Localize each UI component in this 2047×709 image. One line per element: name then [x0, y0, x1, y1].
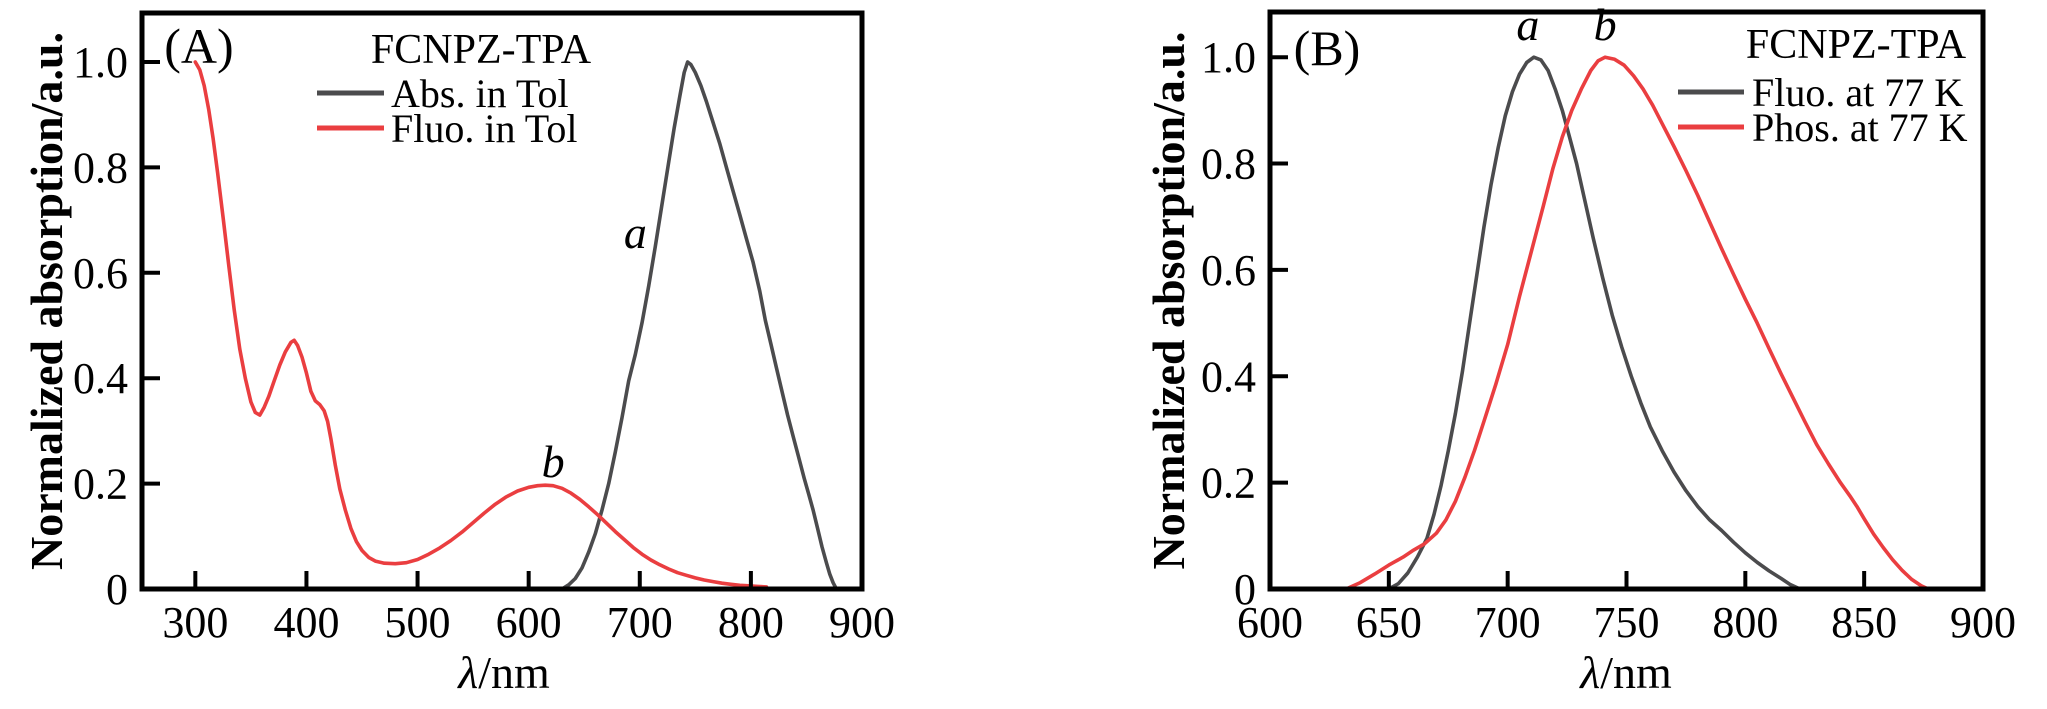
- legend-label-fluo-in-tol: Fluo. in Tol: [391, 106, 578, 151]
- x-tick-label: 650: [1356, 598, 1422, 647]
- annotation-a: a: [1516, 0, 1539, 50]
- y-axis-label: Normalized absorption/a.u.: [1143, 32, 1194, 570]
- y-tick-label: 0.4: [73, 354, 128, 403]
- panel-b-chart: 600 650 700 750 800 850 900 0 0.2 0.4 0.6 0.8 1.0 λ/n…: [1143, 0, 2016, 698]
- annotation-a: a: [624, 207, 647, 258]
- x-tick-label: 500: [385, 598, 451, 647]
- x-tick-label: 750: [1594, 598, 1660, 647]
- legend-title: FCNPZ-TPA: [1746, 22, 1967, 68]
- legend-title: FCNPZ-TPA: [371, 27, 592, 73]
- series-line-phos-at-77-k: [1344, 55, 1931, 591]
- x-tick-label: 900: [1950, 598, 2016, 647]
- y-tick-label: 0.2: [1201, 459, 1256, 508]
- y-tick-label: 0.8: [73, 143, 128, 192]
- x-tick-label: 900: [829, 598, 895, 647]
- y-tick-label: 0.2: [73, 460, 128, 509]
- x-tick-label: 850: [1831, 598, 1897, 647]
- x-tick-label: 700: [607, 598, 673, 647]
- y-axis-label: Normalized absorption/a.u.: [21, 32, 72, 570]
- x-tick-label: 300: [162, 598, 228, 647]
- x-axis-label-unit: /nm: [478, 647, 550, 698]
- y-tick-label: 0.6: [1201, 246, 1256, 295]
- x-tick-label: 800: [718, 598, 784, 647]
- x-tick-label: 800: [1712, 598, 1778, 647]
- x-axis-label-unit: /nm: [1600, 647, 1672, 698]
- legend-label-fluo-at-77-k: Fluo. at 77 K: [1752, 70, 1963, 115]
- x-axis-label-symbol: λ: [1578, 647, 1600, 698]
- plot-border: [139, 10, 865, 592]
- y-tick-label: 1.0: [73, 38, 128, 87]
- x-axis-label-symbol: λ: [456, 647, 478, 698]
- panel-label: (B): [1294, 20, 1361, 76]
- y-tick-label: 0: [106, 565, 128, 614]
- x-tick-label: 600: [1237, 598, 1303, 647]
- series-line-fluo-in-tol: [193, 60, 769, 589]
- x-tick-label: 600: [496, 598, 562, 647]
- y-tick-label: 0.8: [1201, 140, 1256, 189]
- series-line-fluo-at-77-k: [1387, 55, 1802, 591]
- x-tick-label: 400: [273, 598, 339, 647]
- x-axis-label: λ/nm: [456, 647, 550, 698]
- x-axis-label: λ/nm: [1578, 647, 1672, 698]
- annotation-b: b: [1594, 0, 1617, 50]
- y-tick-label: 0.4: [1201, 352, 1256, 401]
- x-tick-label: 700: [1475, 598, 1541, 647]
- panel-a-chart: 300 400 500 600 700 800 900 0 0.2 0.4 0.6 0.8 1.0 λ/n…: [21, 10, 895, 698]
- panel-label: (A): [164, 18, 233, 74]
- y-tick-label: 0.6: [73, 249, 128, 298]
- y-tick-label: 1.0: [1201, 33, 1256, 82]
- legend-label-abs-in-tol: Abs. in Tol: [391, 71, 569, 116]
- annotation-b: b: [542, 436, 565, 487]
- y-tick-label: 0: [1234, 565, 1256, 614]
- legend-label-phos-at-77-k: Phos. at 77 K: [1752, 105, 1968, 150]
- series-line-abs-in-tol: [560, 60, 839, 591]
